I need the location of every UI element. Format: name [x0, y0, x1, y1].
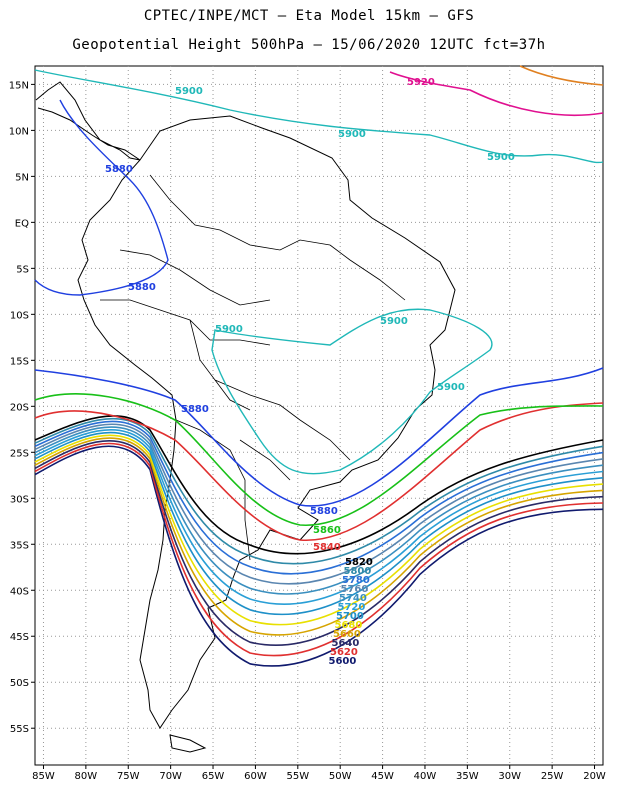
- tierra-del-fuego-coastline: [169, 734, 207, 753]
- contour-label-5900: 5900: [338, 129, 366, 140]
- contour-5700: [34, 431, 604, 616]
- contour-label-5840: 5840: [313, 542, 341, 553]
- contour-5820: [34, 415, 604, 555]
- lat-tick-label: 25S: [10, 448, 29, 459]
- contour-label-5900: 5900: [437, 382, 465, 393]
- map-frame: [34, 65, 604, 766]
- lat-tick-label: 15N: [9, 80, 29, 91]
- contour-label-5900: 5900: [380, 316, 408, 327]
- lat-tick-label: 40S: [10, 586, 29, 597]
- contour-5760: [34, 423, 604, 585]
- contour-5640: [34, 439, 604, 646]
- contour-label-5900: 5900: [175, 86, 203, 97]
- contour-label-5740: 5740: [339, 593, 367, 604]
- lon-tick-label: 65W: [202, 771, 225, 782]
- lon-tick-label: 60W: [244, 771, 267, 782]
- lat-tick-label: 30S: [10, 494, 29, 505]
- south-america-coastline: [77, 115, 456, 729]
- lat-tick-label: 10N: [9, 126, 29, 137]
- contour-5740: [34, 426, 604, 595]
- contour-label-5880: 5880: [128, 282, 156, 293]
- contour-5860: [34, 393, 604, 526]
- contour-label-5900: 5900: [215, 324, 243, 335]
- contour-label-5860: 5860: [313, 525, 341, 536]
- lon-tick-label: 55W: [286, 771, 309, 782]
- lat-tick-label: 35S: [10, 540, 29, 551]
- contour-label-5820: 5820: [345, 557, 373, 568]
- contour-5940: [519, 65, 604, 86]
- lat-tick-label: 15S: [10, 356, 29, 367]
- contour-label-5660: 5660: [333, 629, 361, 640]
- contour-label-5600: 5600: [329, 656, 357, 667]
- contour-5680: [34, 434, 604, 626]
- lon-tick-label: 35W: [456, 771, 479, 782]
- lon-tick-label: 25W: [541, 771, 564, 782]
- contour-label-5720: 5720: [338, 602, 366, 613]
- lon-tick-label: 20W: [583, 771, 606, 782]
- contour-label-5880: 5880: [181, 404, 209, 415]
- contour-label-5680: 5680: [335, 620, 363, 631]
- lon-tick-label: 85W: [32, 771, 55, 782]
- contour-label-5620: 5620: [330, 647, 358, 658]
- contour-label-5640: 5640: [332, 638, 360, 649]
- lat-tick-label: 45S: [10, 632, 29, 643]
- contour-labels: 5600562056405660568057005720574057605780…: [105, 77, 515, 667]
- contour-label-5900: 5900: [487, 152, 515, 163]
- contour-layer: [34, 65, 604, 667]
- lon-tick-label: 75W: [117, 771, 140, 782]
- contour-5600: [34, 445, 604, 667]
- contour-5880-north: [34, 99, 169, 296]
- contour-5900-closed: [211, 308, 493, 475]
- contour-label-5700: 5700: [336, 611, 364, 622]
- lat-tick-label: 5N: [15, 172, 29, 183]
- lon-tick-label: 30W: [498, 771, 521, 782]
- contour-5900-north: [34, 69, 604, 164]
- contour-label-5880: 5880: [310, 506, 338, 517]
- contour-label-5880: 5880: [105, 164, 133, 175]
- contour-label-5780: 5780: [342, 575, 370, 586]
- lat-tick-label: 20S: [10, 402, 29, 413]
- contour-5840: [34, 402, 604, 541]
- contour-5880: [34, 367, 604, 507]
- lat-lon-grid: [35, 66, 603, 765]
- contour-5920: [389, 71, 604, 116]
- country-borders: [100, 174, 406, 561]
- lon-tick-label: 80W: [75, 771, 98, 782]
- contour-5800: [34, 417, 604, 565]
- lon-tick-label: 70W: [159, 771, 182, 782]
- lat-tick-label: 10S: [10, 310, 29, 321]
- chart-title: CPTEC/INPE/MCT – Eta Model 15km – GFS: [143, 8, 475, 24]
- lat-tick-label: EQ: [15, 218, 29, 229]
- contour-label-5920: 5920: [407, 77, 435, 88]
- contour-label-5800: 5800: [344, 566, 372, 577]
- chart-subtitle: Geopotential Height 500hPa – 15/06/2020 …: [72, 37, 546, 53]
- contour-5720: [34, 429, 604, 605]
- coastline-layer: [35, 81, 456, 753]
- axis-ticks: 15N 10N 5N EQ 5S 10S 15S 20S 25S 30S 35S 40S 45S 50S 5…: [9, 80, 606, 782]
- lat-tick-label: 50S: [10, 678, 29, 689]
- contour-label-5760: 5760: [341, 584, 369, 595]
- lat-tick-label: 5S: [16, 264, 29, 275]
- contour-5780: [34, 420, 604, 575]
- lat-tick-label: 55S: [10, 724, 29, 735]
- contour-5660: [34, 437, 604, 636]
- contour-5620: [34, 442, 604, 657]
- lon-tick-label: 40W: [414, 771, 437, 782]
- lon-tick-label: 45W: [371, 771, 394, 782]
- lon-tick-label: 50W: [329, 771, 352, 782]
